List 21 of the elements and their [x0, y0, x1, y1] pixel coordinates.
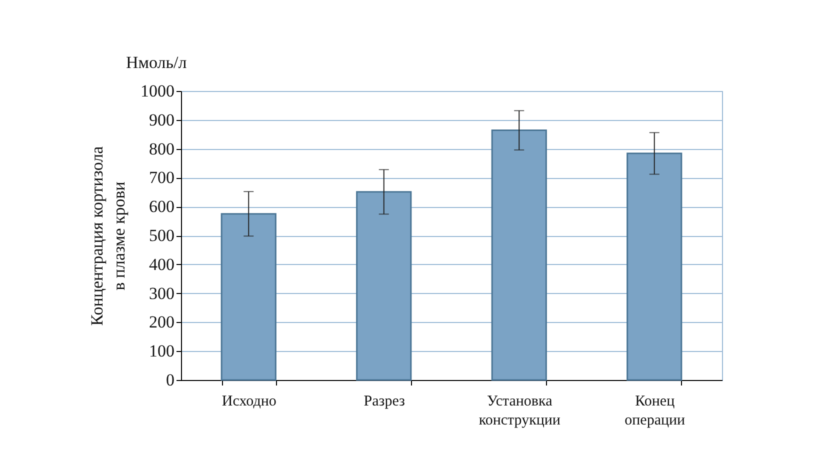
y-tick-label: 100 — [149, 342, 174, 361]
bar — [356, 191, 412, 381]
x-tick-label: Конец операции — [624, 394, 686, 428]
bar — [626, 152, 682, 381]
y-tick-label: 400 — [149, 254, 174, 274]
x-tick-label: Разрез — [364, 394, 406, 410]
text: Нмоль/л — [126, 53, 188, 72]
bar — [491, 130, 547, 381]
y-axis-title: Концентрация кортизола в плазме крови — [88, 146, 128, 326]
bar — [220, 213, 276, 381]
x-tick-label: Установка конструкции — [478, 394, 560, 428]
y-tick-label: 600 — [149, 197, 174, 216]
y-tick-label: 1000 — [140, 82, 174, 100]
y-tick-label: 0 — [166, 370, 174, 390]
x-tick-label: Исходно — [222, 394, 276, 410]
y-tick-label: 500 — [149, 226, 174, 245]
y-tick-label: 300 — [149, 284, 174, 303]
y-tick-label: 900 — [149, 110, 174, 130]
y-tick-label: 200 — [149, 312, 174, 332]
y-tick-label: 700 — [149, 168, 174, 188]
y-tick-label: 800 — [149, 139, 174, 158]
